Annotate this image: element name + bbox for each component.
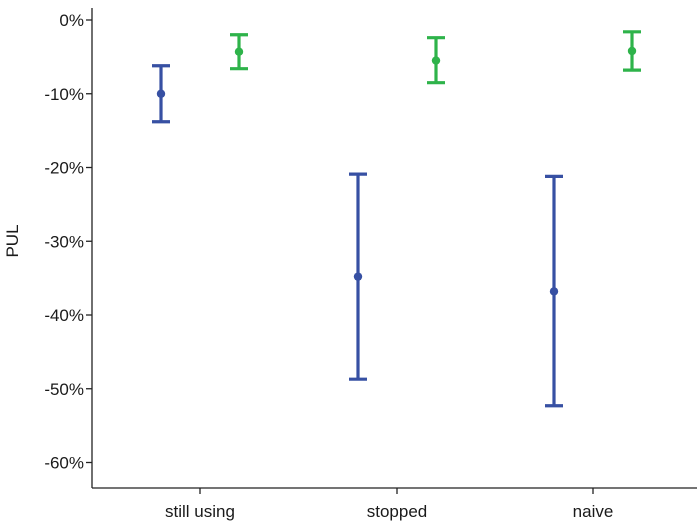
y-tick-label: -10% — [44, 85, 84, 104]
y-tick-label: -50% — [44, 380, 84, 399]
mean-point — [234, 47, 244, 56]
mean-point — [549, 287, 559, 296]
x-tick-label: naive — [573, 502, 614, 521]
error-bar — [623, 30, 641, 72]
mean-point — [156, 89, 166, 98]
y-tick-label: -30% — [44, 232, 84, 251]
axes — [91, 8, 697, 489]
data-marks — [152, 30, 641, 408]
error-bar — [230, 33, 248, 71]
x-tick-label: still using — [165, 502, 235, 521]
y-tick-label: -60% — [44, 454, 84, 473]
error-bar — [349, 172, 367, 381]
y-tick-label: -40% — [44, 306, 84, 325]
x-tick-label: stopped — [367, 502, 428, 521]
error-bar — [427, 36, 445, 85]
mean-point — [353, 272, 363, 281]
y-axis-ticks: 0% -10% -20% -30% -40% -50% -60% — [44, 11, 92, 473]
mean-point — [627, 46, 637, 56]
y-tick-label: -20% — [44, 159, 84, 178]
series-2 — [230, 30, 641, 85]
error-bar — [152, 64, 170, 124]
y-tick-label: 0% — [59, 11, 84, 30]
mean-point — [431, 56, 441, 65]
x-axis-ticks: still using stopped naive — [165, 488, 613, 521]
series-1 — [152, 64, 563, 408]
y-axis-title: PUL — [3, 224, 22, 257]
error-bar — [545, 174, 563, 408]
